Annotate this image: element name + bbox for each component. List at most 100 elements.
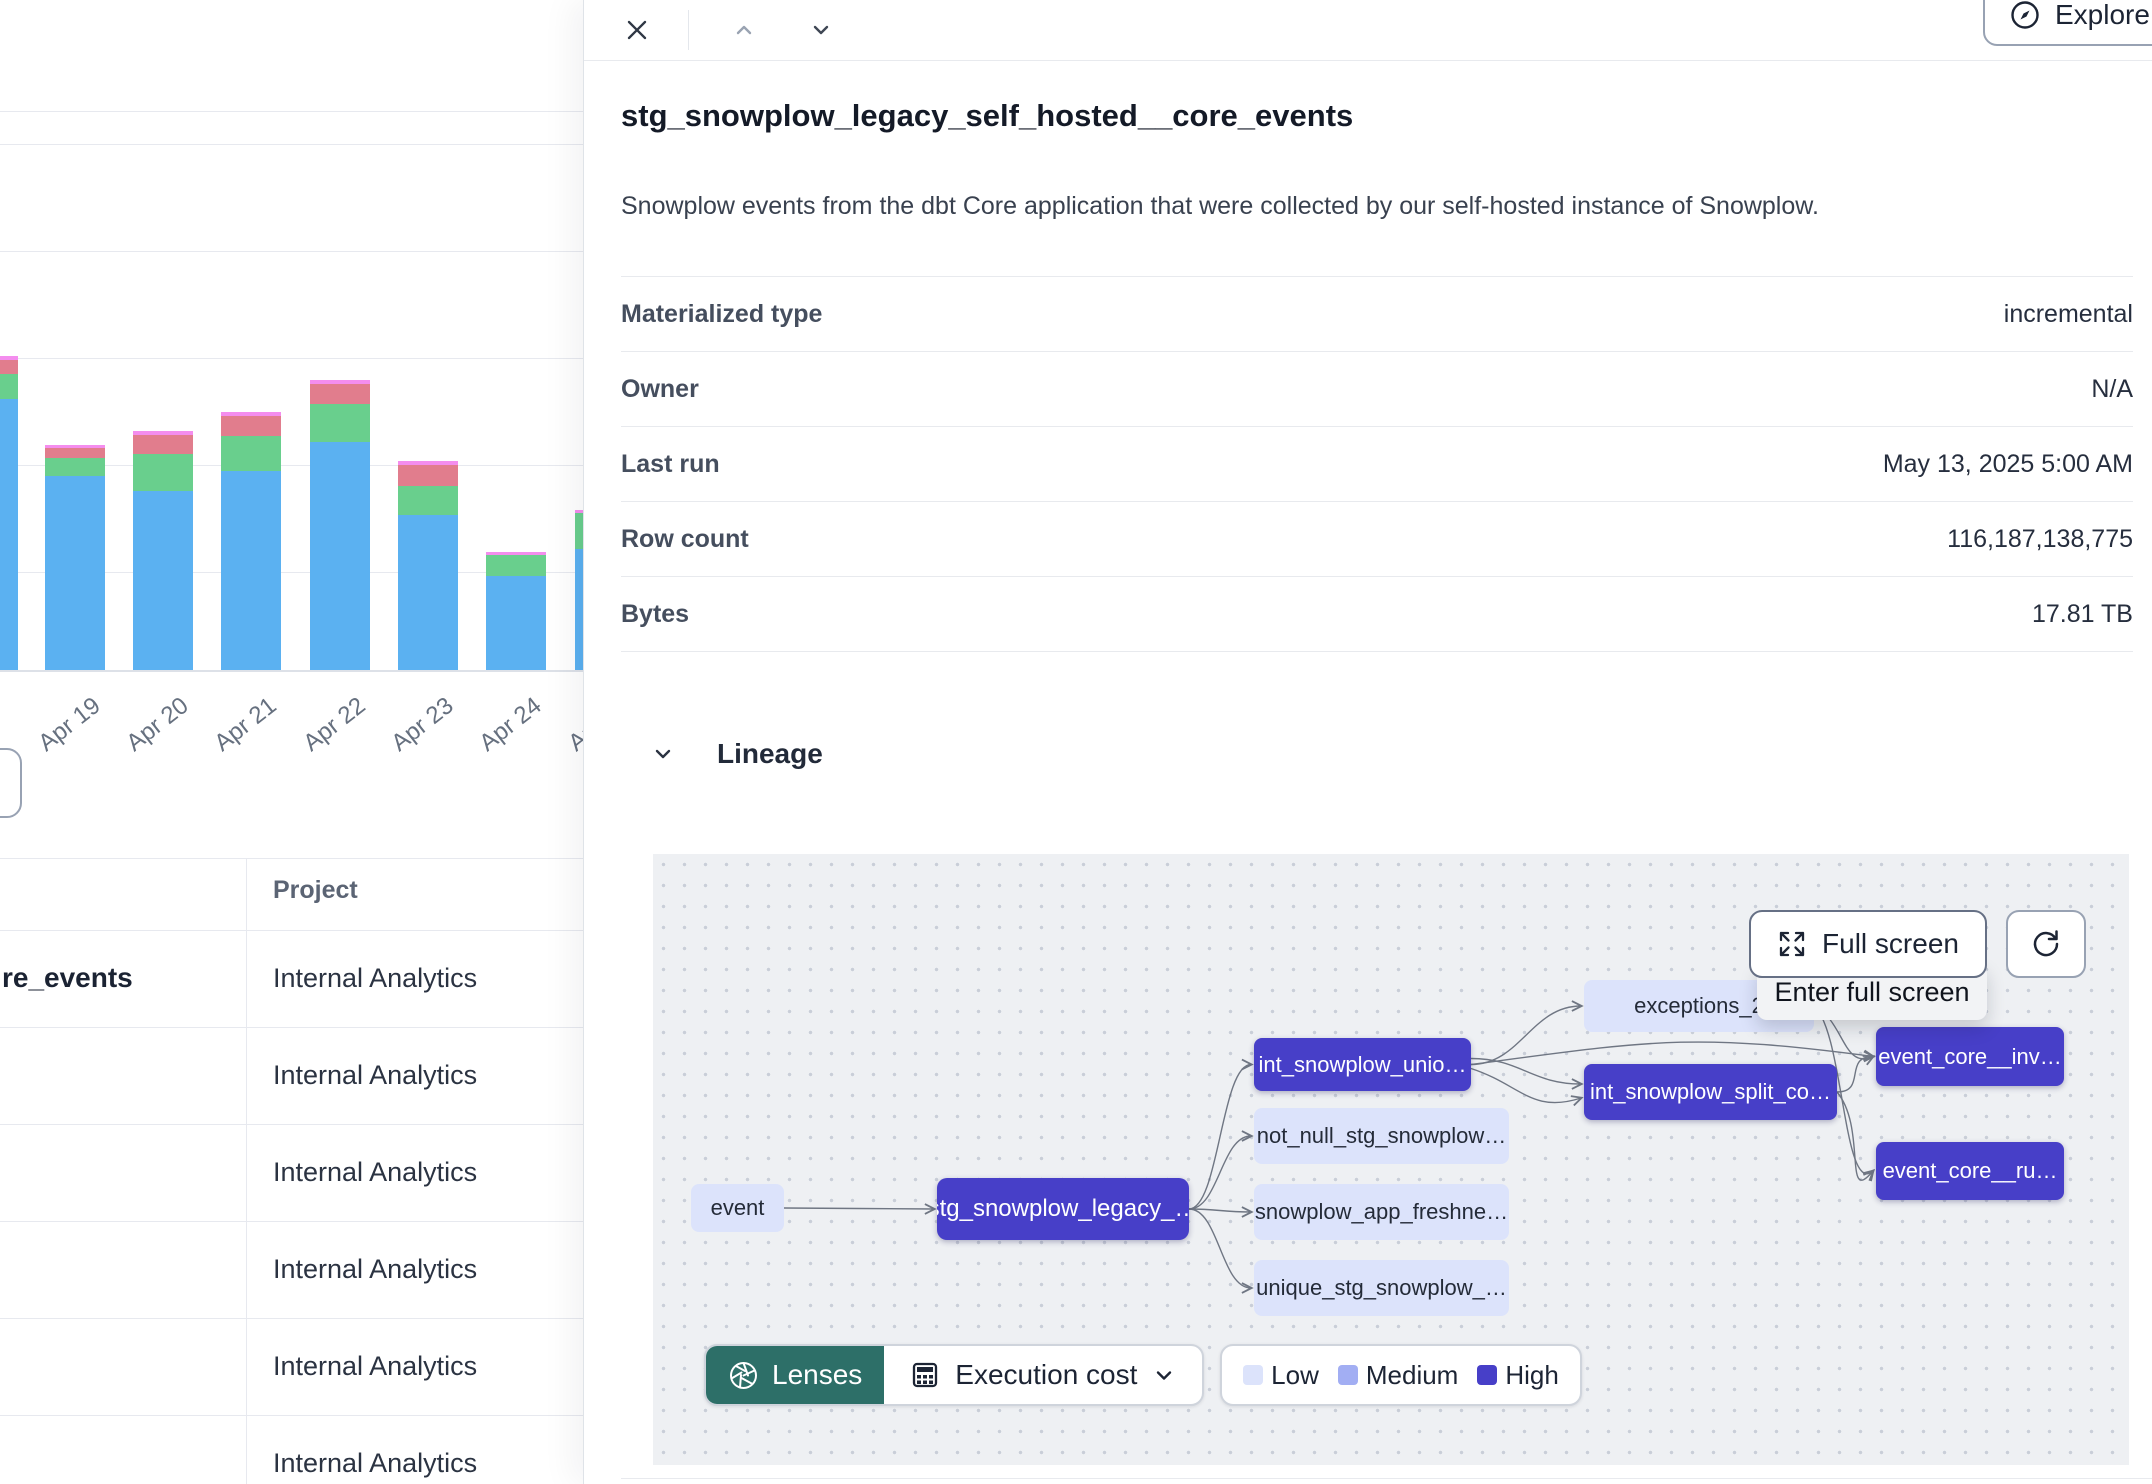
- lineage-node-inv[interactable]: event_core__inv…: [1876, 1027, 2064, 1086]
- lineage-edge-unio-split: [1470, 1067, 1584, 1107]
- table-cell-project[interactable]: Internal Analytics: [273, 1350, 478, 1381]
- table-column-divider: [246, 858, 247, 1484]
- table-cell-project[interactable]: Internal Analytics: [273, 1156, 478, 1187]
- lineage-node-stg[interactable]: stg_snowplow_legacy_…: [937, 1178, 1189, 1240]
- chart-tick-label: Apr 21: [209, 692, 282, 757]
- explore-button[interactable]: Explore: [1983, 0, 2152, 46]
- chart-gridline: [0, 358, 583, 359]
- legend-swatch-medium: [1337, 1365, 1358, 1385]
- chart-bar-apr-19: [45, 445, 105, 670]
- metadata-row-row-count: Row count 116,187,138,775: [621, 501, 2133, 576]
- lineage-edge-stg-unio: [1188, 1058, 1254, 1210]
- table-cell-project[interactable]: Internal Analytics: [273, 1447, 478, 1478]
- chart-tick-label: Apr 22: [298, 692, 371, 757]
- lineage-node-split[interactable]: int_snowplow_split_co…: [1584, 1064, 1837, 1120]
- calculator-icon: [913, 1362, 938, 1388]
- bar-segment-green: [221, 436, 281, 471]
- table-header-project: Project: [273, 876, 358, 904]
- table-row-border: [0, 1318, 583, 1319]
- bar-segment-blue: [45, 476, 105, 670]
- model-description: Snowplow events from the dbt Core applic…: [621, 192, 1819, 220]
- metadata-value: May 13, 2025 5:00 AM: [1882, 449, 2133, 478]
- legend-label: High: [1505, 1359, 1559, 1390]
- chart-bar-apr-22: [310, 380, 370, 670]
- next-item-button[interactable]: [793, 0, 849, 60]
- chart-gridline: [0, 251, 583, 252]
- metadata-value: N/A: [2091, 374, 2133, 403]
- metadata-label: Owner: [621, 374, 699, 403]
- table-cell-name[interactable]: re_events: [2, 961, 133, 993]
- bar-segment-pink: [221, 412, 281, 416]
- lens-selector[interactable]: Execution cost: [884, 1346, 1202, 1404]
- lineage-edge-exceptions-ru: [1813, 1005, 1876, 1182]
- bar-segment-green: [575, 513, 583, 549]
- table-top-border: [0, 858, 583, 859]
- chart-x-axis: [0, 670, 583, 672]
- bar-segment-blue: [310, 442, 370, 670]
- metadata-value: 116,187,138,775: [1947, 524, 2133, 553]
- fullscreen-button[interactable]: Full screen: [1749, 910, 1987, 978]
- expand-arrows-icon: [1779, 931, 1805, 957]
- background-page: Apr 19 Apr 20 Apr 21 Apr 22 Apr 23 Apr 24 Apr …: [0, 0, 583, 1484]
- chart-gridline: [0, 465, 583, 466]
- refresh-icon: [2033, 930, 2059, 957]
- lens-selected-value: Execution cost: [955, 1359, 1138, 1390]
- legend-item-medium: Medium: [1337, 1360, 1458, 1391]
- bar-segment-green: [310, 404, 370, 442]
- close-button[interactable]: [609, 0, 665, 60]
- chart-gridline: [0, 144, 583, 145]
- lineage-node-unio[interactable]: int_snowplow_unio…: [1254, 1038, 1471, 1091]
- bar-segment-green: [486, 555, 546, 576]
- chevron-up-icon: [736, 25, 752, 35]
- lineage-edge-stg-app: [1188, 1206, 1254, 1218]
- lineage-node-unique[interactable]: unique_stg_snowplow_…: [1254, 1260, 1509, 1316]
- bar-segment-blue: [486, 576, 546, 670]
- chart-bar-apr-24: [486, 552, 546, 670]
- bar-segment-pink: [398, 461, 458, 465]
- bar-segment-blue: [221, 471, 281, 670]
- chart-tick-label: Apr 20: [121, 692, 194, 757]
- aperture-icon: [730, 1361, 757, 1389]
- table-cell-project[interactable]: Internal Analytics: [273, 962, 478, 993]
- lineage-graph[interactable]: event stg_snowplow_legacy_… int_snowplow_u…: [653, 854, 2129, 1465]
- lineage-node-not_null[interactable]: not_null_stg_snowplow…: [1254, 1108, 1509, 1164]
- bar-segment-red: [221, 416, 281, 436]
- metadata-row-materialized-type: Materialized type incremental: [621, 276, 2133, 351]
- clipped-pill-button[interactable]: [0, 748, 22, 818]
- lineage-node-app[interactable]: snowplow_app_freshne…: [1254, 1184, 1509, 1240]
- refresh-lineage-button[interactable]: [2006, 910, 2086, 978]
- lineage-node-event[interactable]: event: [691, 1184, 784, 1232]
- table-cell-project[interactable]: Internal Analytics: [273, 1059, 478, 1090]
- chart-bar-apr-18: [0, 356, 18, 670]
- metadata-value: incremental: [2003, 299, 2133, 328]
- chart-bar-apr-23: [398, 461, 458, 670]
- lineage-edge-unio-inv: [1470, 1041, 1876, 1066]
- explore-label: Explore: [2055, 0, 2150, 30]
- bar-segment-red: [0, 360, 18, 374]
- bar-segment-green: [133, 454, 193, 491]
- legend-label: Low: [1271, 1359, 1319, 1390]
- bar-segment-blue: [398, 515, 458, 670]
- metadata-label: Row count: [621, 524, 749, 553]
- metadata-label: Materialized type: [621, 299, 823, 328]
- model-title: stg_snowplow_legacy_self_hosted__core_ev…: [621, 98, 1354, 133]
- lineage-node-ru[interactable]: event_core__ru…: [1876, 1142, 2064, 1200]
- panel-topbar: Explore: [584, 0, 2152, 61]
- chart-tick-label: Apr 24: [474, 692, 547, 757]
- previous-item-button[interactable]: [716, 0, 772, 60]
- legend-item-high: High: [1477, 1359, 1559, 1391]
- metadata-row-owner: Owner N/A: [621, 351, 2133, 426]
- chart-bar-apr-25: [575, 510, 583, 670]
- lineage-section-toggle[interactable]: Lineage: [651, 738, 823, 770]
- bar-segment-pink: [133, 431, 193, 435]
- table-row-border: [0, 1027, 583, 1028]
- legend-swatch-low: [1243, 1365, 1264, 1385]
- table-cell-project[interactable]: Internal Analytics: [273, 1253, 478, 1284]
- lenses-button[interactable]: Lenses: [706, 1346, 885, 1404]
- bar-segment-green: [45, 458, 105, 476]
- lineage-edges: [783, 1000, 1876, 1294]
- lineage-edge-event-stg: [783, 1203, 937, 1215]
- section-chevron-down-icon: [655, 749, 671, 759]
- bar-segment-green: [0, 374, 18, 399]
- bar-segment-red: [575, 510, 583, 513]
